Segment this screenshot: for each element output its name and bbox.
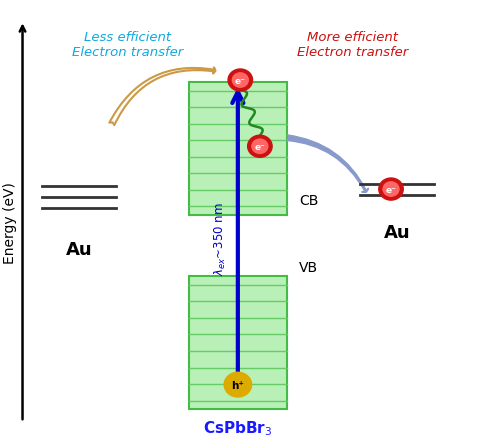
Circle shape bbox=[248, 135, 272, 157]
Bar bbox=[189, 82, 287, 215]
Circle shape bbox=[232, 73, 248, 87]
Text: h⁺: h⁺ bbox=[232, 380, 244, 391]
Text: Au: Au bbox=[384, 224, 410, 241]
Circle shape bbox=[252, 139, 268, 153]
Text: e⁻: e⁻ bbox=[235, 77, 246, 86]
Circle shape bbox=[224, 372, 252, 397]
Text: VB: VB bbox=[299, 261, 318, 275]
Text: Energy (eV): Energy (eV) bbox=[4, 182, 18, 265]
Text: CsPbBr$_3$: CsPbBr$_3$ bbox=[203, 419, 272, 438]
Circle shape bbox=[383, 182, 399, 196]
Bar bbox=[189, 277, 287, 409]
Circle shape bbox=[379, 178, 404, 200]
Text: Less efficient
Electron transfer: Less efficient Electron transfer bbox=[72, 31, 184, 59]
Text: CB: CB bbox=[299, 194, 318, 208]
Text: $\lambda_{ex}$~350 nm: $\lambda_{ex}$~350 nm bbox=[213, 202, 228, 276]
Text: e⁻: e⁻ bbox=[386, 186, 396, 195]
Text: More efficient
Electron transfer: More efficient Electron transfer bbox=[297, 31, 408, 59]
Text: e⁻: e⁻ bbox=[254, 143, 266, 152]
Circle shape bbox=[228, 69, 252, 91]
Text: Au: Au bbox=[66, 241, 92, 259]
